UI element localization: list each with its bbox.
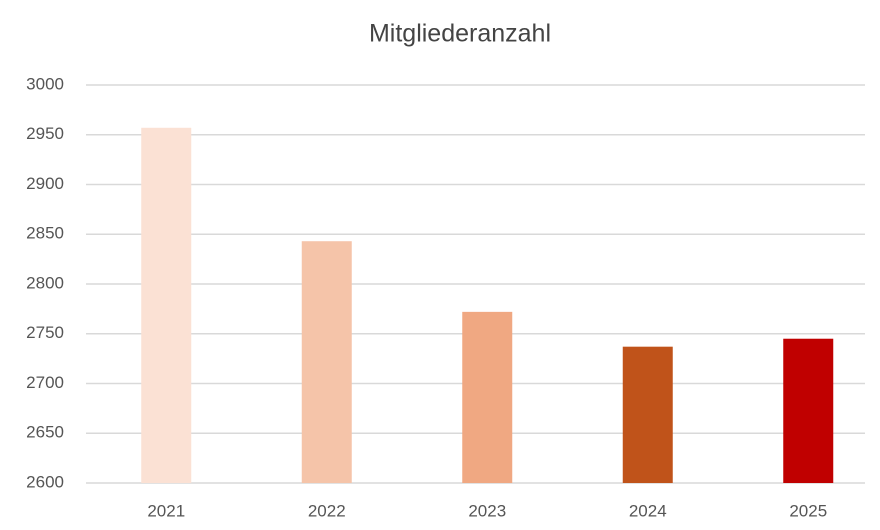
x-tick-label: 2021 (147, 501, 185, 520)
x-tick-label: 2023 (468, 501, 506, 520)
y-tick-label: 2800 (26, 273, 64, 292)
y-tick-label: 2600 (26, 472, 64, 491)
x-tick-label: 2022 (308, 501, 346, 520)
y-tick-label: 2700 (26, 373, 64, 392)
y-tick-label: 2850 (26, 224, 64, 243)
y-tick-label: 2750 (26, 323, 64, 342)
y-tick-label: 2900 (26, 174, 64, 193)
y-tick-label: 2650 (26, 423, 64, 442)
bar (622, 346, 673, 483)
y-tick-label: 3000 (26, 74, 64, 93)
bar (462, 311, 513, 483)
x-tick-label: 2024 (629, 501, 667, 520)
bar (141, 127, 192, 483)
bar (783, 338, 834, 483)
x-tick-label: 2025 (789, 501, 827, 520)
chart-title: Mitgliederanzahl (369, 20, 551, 48)
bar (301, 241, 352, 483)
y-tick-label: 2950 (26, 124, 64, 143)
